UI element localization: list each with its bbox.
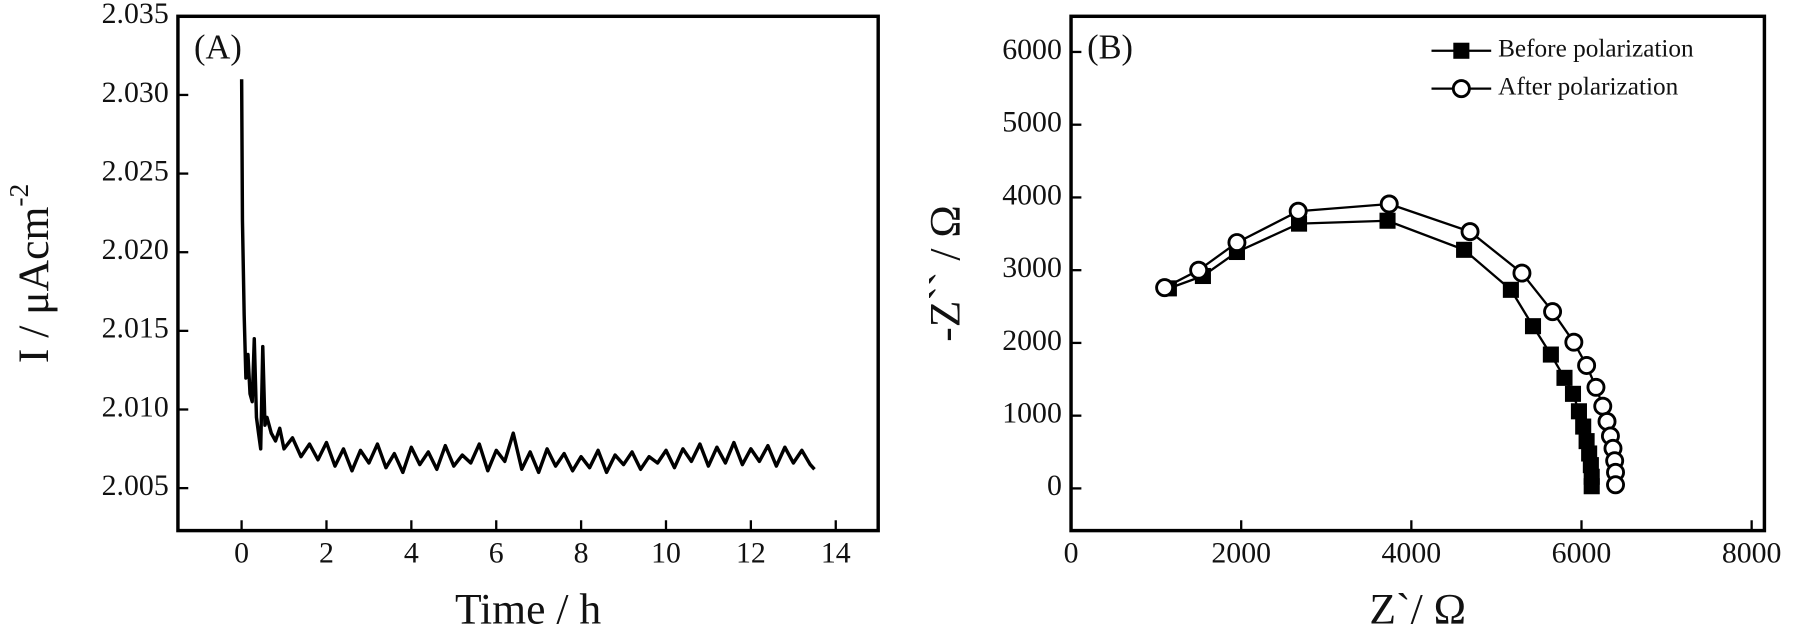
y-tick-label: 2.015 <box>102 312 169 345</box>
y-axis-label: -Z`` / Ω <box>921 205 969 342</box>
legend-label: After polarization <box>1498 72 1679 100</box>
y-tick-label: 2.025 <box>102 154 169 187</box>
x-tick-label: 6 <box>489 537 504 570</box>
marker-circle <box>1451 79 1471 99</box>
marker-circle <box>1379 194 1399 214</box>
y-tick-label: 6000 <box>1002 33 1062 66</box>
y-axis-label: I / μAcm-2 <box>3 184 58 364</box>
marker-square <box>1564 385 1582 402</box>
marker-circle <box>1564 332 1584 352</box>
y-tick-label: 1000 <box>1002 397 1062 430</box>
marker-square <box>1556 369 1573 386</box>
marker-square <box>1453 42 1470 59</box>
y-tick-label: 4000 <box>1002 178 1062 211</box>
plot-frame <box>1069 14 1767 533</box>
y-tick-label: 2.010 <box>102 390 169 423</box>
marker-circle <box>1586 377 1606 397</box>
marker-circle <box>1155 278 1175 298</box>
y-tick-label: 2.035 <box>102 0 169 30</box>
x-tick-label: 4 <box>404 537 419 570</box>
marker-square <box>1502 281 1519 298</box>
x-tick-label: 2000 <box>1211 537 1271 570</box>
x-tick-label: 8000 <box>1722 537 1782 570</box>
x-axis-label: Time / h <box>455 585 601 633</box>
y-tick-label: 0 <box>1047 469 1062 502</box>
marker-circle <box>1460 222 1480 242</box>
panel-label: (B) <box>1087 29 1133 67</box>
y-axis-label-main: -Z`` / Ω <box>921 205 969 342</box>
marker-circle <box>1512 263 1532 283</box>
legend-label: Before polarization <box>1498 35 1694 63</box>
marker-circle <box>1543 302 1563 322</box>
marker-square <box>1524 318 1542 335</box>
y-tick-label: 3000 <box>1002 251 1062 284</box>
marker-circle <box>1227 233 1247 253</box>
y-tick-label: 5000 <box>1002 106 1062 139</box>
marker-square <box>1583 478 1600 495</box>
x-tick-label: 6000 <box>1552 537 1612 570</box>
x-tick-label: 14 <box>821 537 851 570</box>
x-tick-label: 4000 <box>1382 537 1442 570</box>
marker-square <box>1379 212 1396 229</box>
y-tick-label: 2.030 <box>102 76 169 109</box>
marker-circle <box>1593 396 1613 416</box>
marker-circle <box>1288 201 1308 221</box>
x-tick-label: 0 <box>234 537 249 570</box>
x-tick-label: 0 <box>1064 537 1079 570</box>
x-tick-label: 8 <box>574 537 589 570</box>
data-line <box>239 79 816 475</box>
series-line <box>1168 219 1593 487</box>
y-axis-label-main: I / μAcm <box>10 207 58 364</box>
marker-circle <box>1189 260 1209 280</box>
marker-circle <box>1577 355 1597 375</box>
marker-square <box>1570 403 1587 420</box>
x-tick-label: 10 <box>651 537 681 570</box>
marker-circle <box>1606 475 1626 495</box>
marker-square <box>1575 418 1592 435</box>
y-tick-label: 2000 <box>1002 324 1062 357</box>
marker-square <box>1542 346 1559 363</box>
x-axis-label: Z`/ Ω <box>1369 585 1466 633</box>
marker-square <box>1456 241 1473 258</box>
y-tick-label: 2.020 <box>102 233 169 266</box>
marker-square <box>1578 433 1595 450</box>
panel-label: (A) <box>194 29 242 67</box>
y-tick-label: 2.005 <box>102 469 169 502</box>
x-tick-label: 12 <box>736 537 766 570</box>
y-axis-label-sup: -2 <box>3 184 34 207</box>
x-tick-label: 2 <box>319 537 334 570</box>
plot-frame <box>176 14 880 533</box>
